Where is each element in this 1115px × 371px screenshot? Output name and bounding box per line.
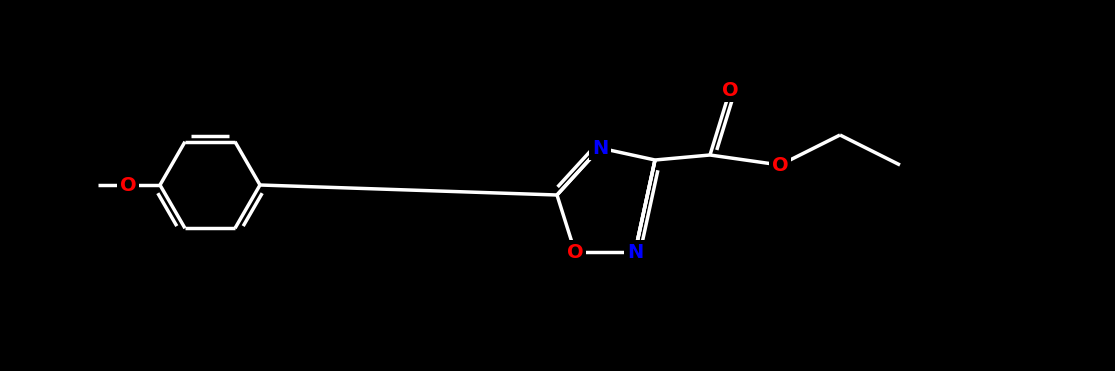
- Text: O: O: [119, 175, 136, 194]
- Text: O: O: [772, 155, 788, 174]
- Text: O: O: [566, 243, 583, 262]
- Text: N: N: [627, 243, 643, 262]
- Text: O: O: [721, 81, 738, 99]
- Text: N: N: [592, 138, 608, 158]
